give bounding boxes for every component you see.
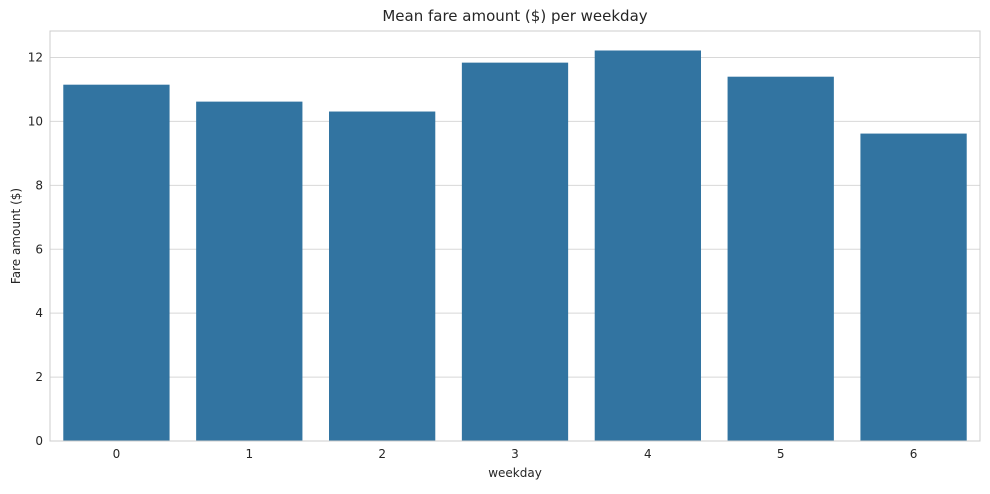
bar-weekday-1 <box>196 101 303 441</box>
plot-frame <box>49 30 981 442</box>
y-tick-label: 10 <box>28 114 43 128</box>
x-axis-ticks: 0 1 2 3 4 5 6 <box>113 447 918 461</box>
bar-weekday-6 <box>860 133 967 441</box>
x-tick-label: 4 <box>644 447 652 461</box>
x-tick-label: 0 <box>113 447 121 461</box>
plot-border <box>49 30 981 442</box>
x-axis-label: weekday <box>488 466 542 480</box>
y-tick-label: 8 <box>35 178 43 192</box>
y-axis-ticks: 0 2 4 6 8 10 12 <box>28 51 43 448</box>
y-tick-label: 0 <box>35 434 43 448</box>
bar-weekday-5 <box>727 76 834 442</box>
bar-weekday-3 <box>461 62 569 442</box>
y-tick-label: 2 <box>35 370 43 384</box>
y-tick-label: 12 <box>28 51 43 65</box>
bar-weekday-2 <box>329 111 436 442</box>
bars <box>63 50 967 442</box>
x-tick-label: 5 <box>777 447 785 461</box>
bar-weekday-4 <box>594 50 701 441</box>
bar-weekday-0 <box>63 84 170 441</box>
y-tick-label: 6 <box>35 242 43 256</box>
x-tick-label: 2 <box>378 447 386 461</box>
x-tick-label: 6 <box>910 447 918 461</box>
y-tick-label: 4 <box>35 306 43 320</box>
x-tick-label: 3 <box>511 447 519 461</box>
y-axis-label: Fare amount ($) <box>9 188 23 284</box>
x-tick-label: 1 <box>245 447 253 461</box>
chart-title: Mean fare amount ($) per weekday <box>382 7 647 25</box>
